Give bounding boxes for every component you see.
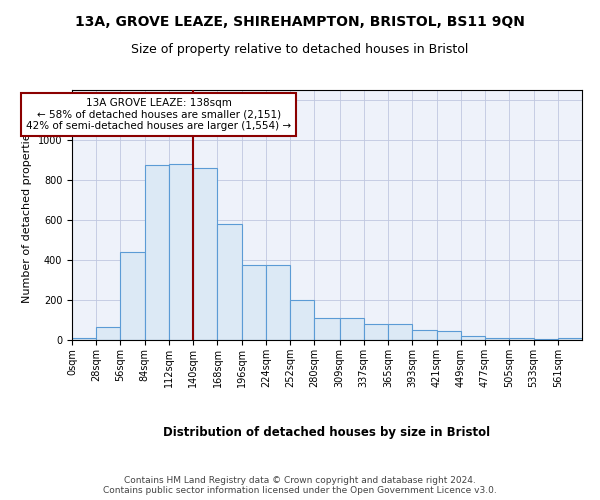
Bar bbox=[193, 168, 217, 340]
Y-axis label: Number of detached properties: Number of detached properties bbox=[22, 128, 32, 302]
Bar bbox=[217, 224, 242, 340]
Bar bbox=[509, 338, 533, 340]
Text: Distribution of detached houses by size in Bristol: Distribution of detached houses by size … bbox=[163, 426, 491, 439]
Bar bbox=[461, 336, 485, 340]
Bar bbox=[169, 164, 193, 340]
Text: Contains HM Land Registry data © Crown copyright and database right 2024.
Contai: Contains HM Land Registry data © Crown c… bbox=[103, 476, 497, 495]
Bar bbox=[314, 318, 340, 340]
Bar bbox=[96, 327, 121, 340]
Bar bbox=[388, 324, 412, 340]
Bar bbox=[242, 265, 266, 340]
Text: Size of property relative to detached houses in Bristol: Size of property relative to detached ho… bbox=[131, 42, 469, 56]
Bar bbox=[121, 252, 145, 340]
Bar bbox=[290, 300, 314, 340]
Text: 13A, GROVE LEAZE, SHIREHAMPTON, BRISTOL, BS11 9QN: 13A, GROVE LEAZE, SHIREHAMPTON, BRISTOL,… bbox=[75, 15, 525, 29]
Bar bbox=[340, 318, 364, 340]
Bar bbox=[437, 331, 461, 340]
Bar bbox=[533, 339, 558, 340]
Bar bbox=[72, 338, 96, 340]
X-axis label: Distribution of detached houses by size in Bristol: Distribution of detached houses by size … bbox=[0, 499, 1, 500]
Bar bbox=[412, 330, 437, 340]
Bar bbox=[558, 338, 582, 340]
Bar bbox=[364, 324, 388, 340]
Bar bbox=[145, 165, 169, 340]
Text: 13A GROVE LEAZE: 138sqm
← 58% of detached houses are smaller (2,151)
42% of semi: 13A GROVE LEAZE: 138sqm ← 58% of detache… bbox=[26, 98, 291, 131]
Bar bbox=[266, 265, 290, 340]
Bar bbox=[485, 338, 509, 340]
